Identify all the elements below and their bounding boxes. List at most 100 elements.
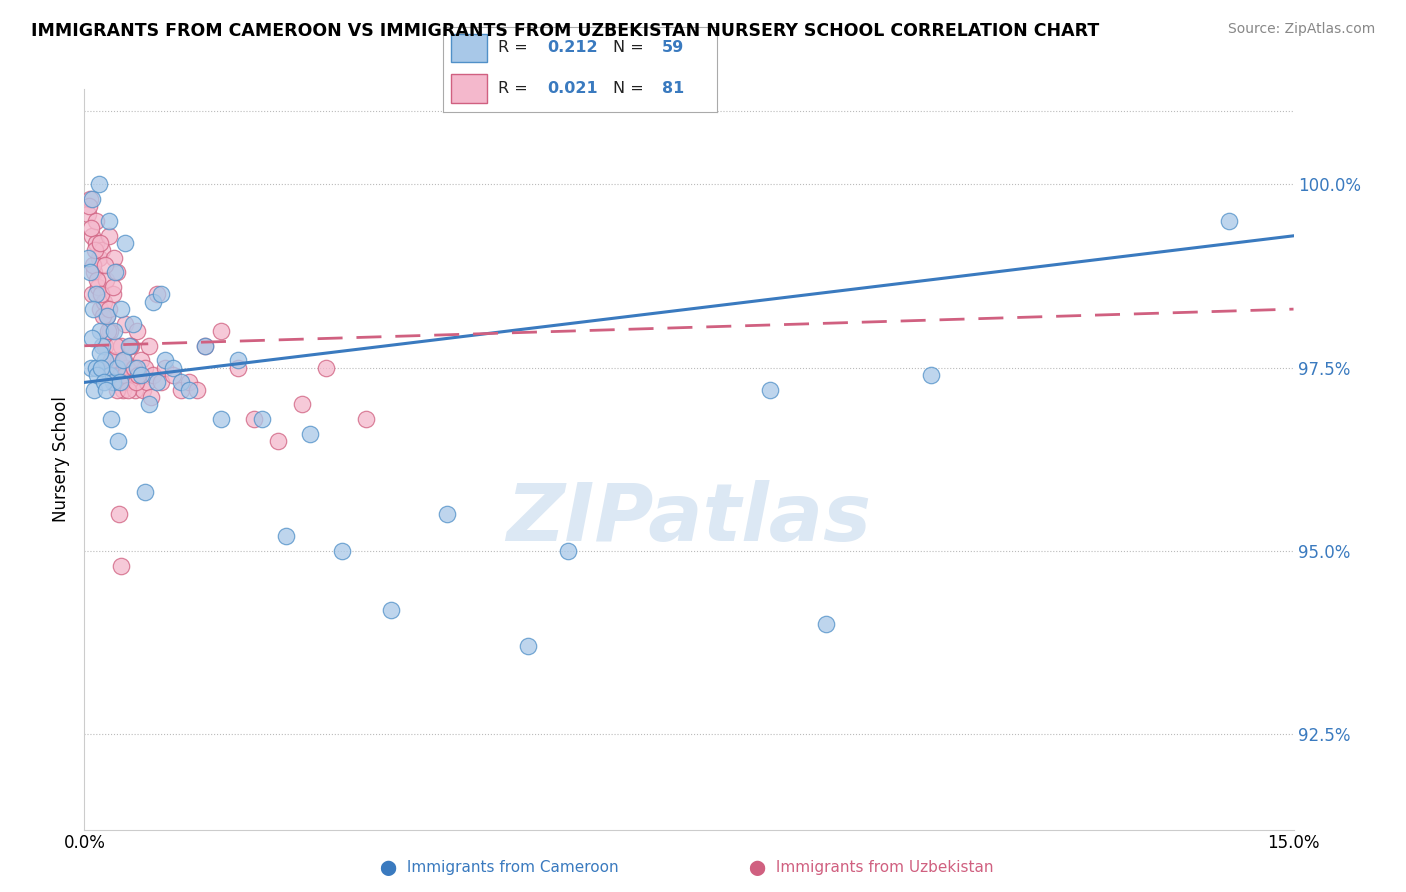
Point [91, 339, 114, 353]
Point [93, 353, 115, 368]
Point [79, 192, 101, 206]
Point [111, 376, 134, 390]
Point [112, 383, 135, 397]
Point [103, 251, 125, 265]
Point [107, 353, 129, 368]
Point [129, 353, 152, 368]
Text: 0.212: 0.212 [547, 40, 598, 55]
Point [356, 412, 378, 426]
Point [124, 383, 146, 397]
Point [89, 236, 111, 251]
Point [86, 236, 108, 251]
FancyBboxPatch shape [451, 34, 486, 62]
Point [107, 434, 129, 448]
Point [103, 324, 125, 338]
Text: IMMIGRANTS FROM CAMEROON VS IMMIGRANTS FROM UZBEKISTAN NURSERY SCHOOL CORRELATIO: IMMIGRANTS FROM CAMEROON VS IMMIGRANTS F… [31, 22, 1099, 40]
Point [110, 302, 132, 317]
Point [103, 280, 125, 294]
Point [115, 360, 138, 375]
FancyBboxPatch shape [451, 74, 486, 103]
Point [108, 376, 131, 390]
Point [170, 383, 193, 397]
Point [125, 360, 148, 375]
Point [179, 376, 201, 390]
Point [226, 360, 249, 375]
Point [93, 339, 115, 353]
Point [90, 360, 112, 375]
Point [112, 353, 135, 368]
Point [89, 346, 111, 360]
Point [107, 383, 129, 397]
Point [80, 331, 103, 345]
Point [122, 360, 145, 375]
Point [315, 360, 337, 375]
Point [125, 376, 148, 390]
Point [105, 265, 128, 279]
Point [98, 324, 121, 338]
Point [814, 617, 837, 632]
Point [134, 485, 156, 500]
Point [100, 412, 122, 426]
Point [94, 383, 117, 397]
Point [101, 376, 124, 390]
Point [170, 376, 193, 390]
Point [129, 368, 152, 382]
Text: ZIPatlas: ZIPatlas [506, 480, 872, 558]
Point [82, 258, 104, 272]
Point [82, 192, 104, 206]
Point [141, 390, 163, 404]
Point [89, 324, 111, 338]
Point [83, 383, 105, 397]
Point [134, 360, 156, 375]
Point [101, 287, 124, 301]
Point [94, 258, 117, 272]
Point [194, 339, 217, 353]
Point [84, 360, 107, 375]
Point [142, 368, 165, 382]
Point [557, 544, 579, 558]
Point [105, 360, 128, 375]
Point [93, 376, 115, 390]
Point [121, 360, 143, 375]
Point [87, 280, 110, 294]
Point [97, 324, 120, 338]
Point [274, 529, 297, 543]
Point [77, 251, 100, 265]
Point [114, 368, 136, 382]
Point [162, 360, 184, 375]
Point [98, 368, 121, 382]
Point [136, 376, 159, 390]
Point [94, 273, 117, 287]
Text: 59: 59 [662, 40, 685, 55]
Point [330, 544, 353, 558]
Text: N =: N = [613, 40, 648, 55]
Point [114, 317, 136, 331]
Point [83, 244, 105, 258]
Point [162, 368, 184, 382]
Point [146, 376, 169, 390]
Point [82, 228, 104, 243]
Point [83, 265, 105, 279]
Point [118, 376, 141, 390]
Point [104, 339, 127, 353]
Point [77, 199, 100, 213]
Point [87, 178, 110, 192]
Point [186, 383, 208, 397]
Point [104, 265, 127, 279]
Point [179, 383, 201, 397]
Text: 0.021: 0.021 [547, 81, 598, 96]
Point [138, 339, 160, 353]
Point [120, 339, 142, 353]
Point [920, 368, 942, 382]
Point [86, 368, 108, 382]
Text: Source: ZipAtlas.com: Source: ZipAtlas.com [1227, 22, 1375, 37]
Point [436, 508, 458, 522]
Point [97, 214, 120, 228]
Y-axis label: Nursery School: Nursery School [52, 396, 70, 523]
Point [380, 602, 402, 616]
Point [98, 302, 121, 317]
Point [117, 383, 139, 397]
Point [138, 397, 160, 411]
Point [112, 353, 135, 368]
Point [97, 228, 120, 243]
